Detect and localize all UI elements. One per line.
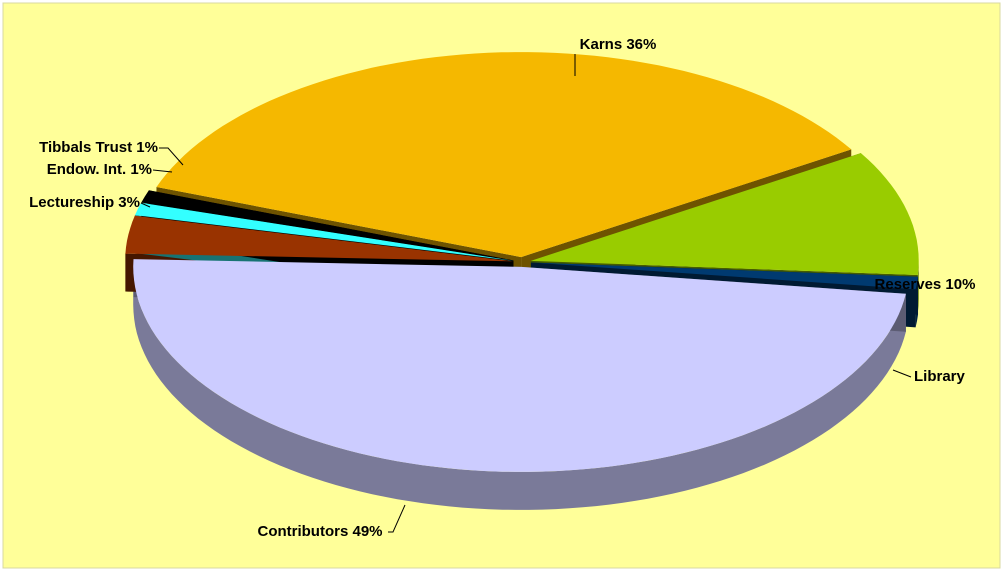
slice-side (133, 266, 906, 510)
slice (125, 215, 514, 262)
slice (156, 52, 852, 258)
slice-label: Tibbals Trust 1% (39, 139, 158, 156)
slice (133, 259, 906, 472)
slice-label: Lectureship 3% (29, 194, 140, 211)
slice (530, 262, 918, 290)
slice-label: Karns 36% (580, 36, 657, 53)
slice (135, 202, 514, 261)
slice-label: Contributors 49% (257, 523, 382, 540)
leader-line (388, 504, 406, 533)
leader-line (159, 147, 184, 166)
leader-line (140, 202, 151, 208)
slice-label: Reserves 10% (875, 276, 976, 293)
slice-label: Library (914, 368, 966, 385)
leader-line (152, 169, 173, 173)
slice (141, 190, 514, 261)
leader-line (892, 369, 912, 378)
slice-label: Endow. Int. 1% (47, 161, 152, 178)
slice (530, 153, 919, 275)
